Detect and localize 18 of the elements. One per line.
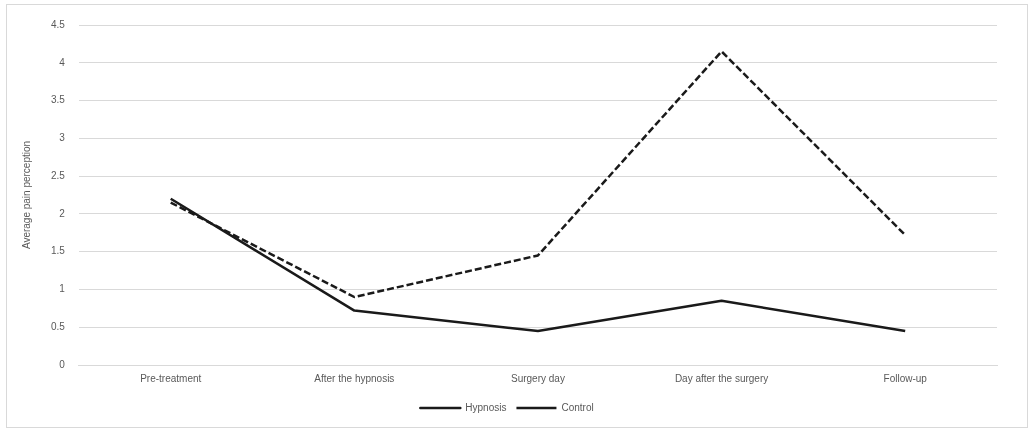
y-tick-label: 0.5 (51, 320, 66, 332)
y-tick-label: 4 (59, 56, 66, 68)
y-tick-label: 3.5 (51, 94, 66, 106)
y-tick-label: 3 (59, 132, 66, 144)
x-tick-label: Day after the surgery (674, 372, 769, 384)
y-axis-title: Average pain perception (20, 140, 32, 250)
x-tick-label: Pre-treatment (140, 372, 202, 384)
y-tick-label: 2 (59, 207, 66, 219)
y-tick-label: 1 (59, 283, 66, 295)
x-tick-label: Surgery day (510, 372, 565, 384)
y-tick-label: 1.5 (51, 245, 66, 257)
x-tick-label: Follow-up (883, 372, 928, 384)
legend-label: Control (561, 401, 594, 413)
y-tick-label: 2.5 (51, 169, 66, 181)
y-tick-label: 4.5 (51, 18, 66, 30)
y-tick-label: 0 (59, 358, 66, 370)
x-tick-label: After the hypnosis (314, 372, 395, 384)
legend-label: Hypnosis (465, 401, 507, 413)
